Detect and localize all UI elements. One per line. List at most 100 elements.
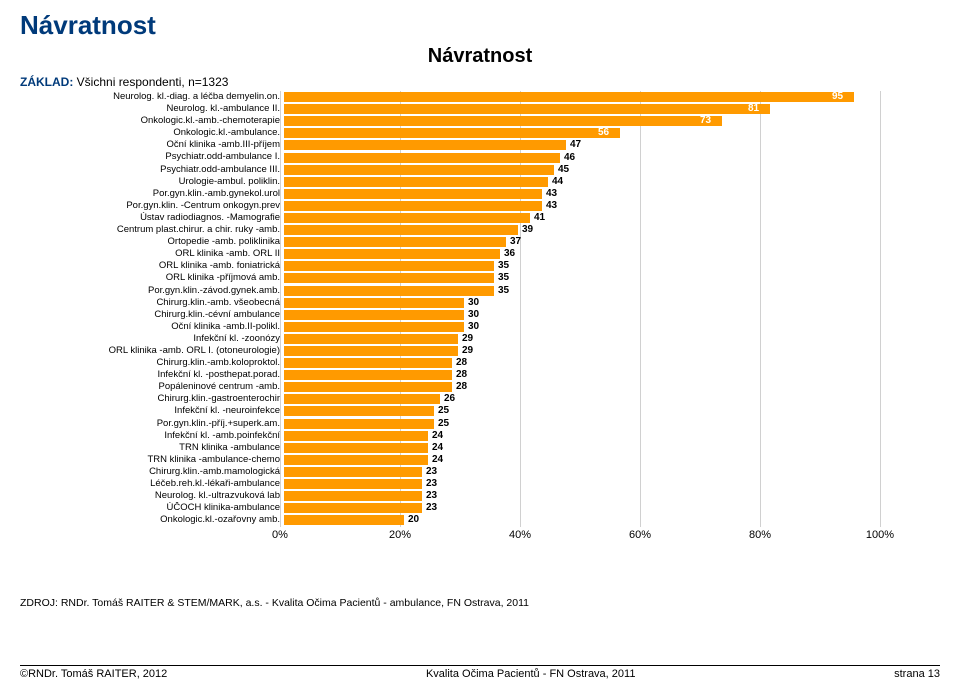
bar-value: 35 <box>498 272 509 284</box>
bar-value: 36 <box>504 248 515 260</box>
bar-value: 29 <box>462 345 473 357</box>
x-tick-label: 80% <box>749 529 771 541</box>
bar-label: Psychiatr.odd-ambulance III. <box>20 164 284 176</box>
bar-track: 23 <box>284 467 884 477</box>
bar-value: 23 <box>426 490 437 502</box>
bar-value: 46 <box>564 152 575 164</box>
bar-row: Onkologic.kl.-amb.-chemoterapie 73 <box>20 115 940 127</box>
bar-value: 23 <box>426 478 437 490</box>
plot: 0%20%40%60%80%100% Neurolog. kl.-diag. a… <box>20 91 940 571</box>
bar-row: Onkologic.kl.-ambulance.56 <box>20 127 940 139</box>
bar-row: Neurolog. kl.-ultrazvuková lab23 <box>20 490 940 502</box>
bar-track: 37 <box>284 237 884 247</box>
bar-row: Por.gyn.klin.-příj.+superk.am. 25 <box>20 418 940 430</box>
bar-track: 24 <box>284 455 884 465</box>
bar-label: Chirurg.klin.-amb.koloproktol. <box>20 357 284 369</box>
bar-value: 35 <box>498 260 509 272</box>
bar-track: 24 <box>284 431 884 441</box>
bar-label: Chirurg.klin.-gastroenterochir <box>20 393 284 405</box>
bar-label: ORL klinika -amb. ORL II <box>20 248 284 260</box>
bar-value: 81 <box>748 103 759 115</box>
bar-track: 20 <box>284 515 884 525</box>
bar-track: 29 <box>284 334 884 344</box>
bar-track: 30 <box>284 310 884 320</box>
bar <box>284 346 458 356</box>
chart-area: Návratnost ZÁKLAD: Všichni respondenti, … <box>20 45 940 595</box>
bar-track: 44 <box>284 177 884 187</box>
bar-value: 95 <box>832 91 843 103</box>
bar-row: Infekční kl. -neuroinfekce25 <box>20 405 940 417</box>
bar-row: Urologie-ambul. poliklin.44 <box>20 176 940 188</box>
bar-track: 23 <box>284 503 884 513</box>
bar-value: 25 <box>438 418 449 430</box>
bar-label: TRN klinika -ambulance-chemo <box>20 454 284 466</box>
bar-row: Popáleninové centrum -amb.28 <box>20 381 940 393</box>
bar-row: Por.gyn.klin. -Centrum onkogyn.prev43 <box>20 200 940 212</box>
bar-value: 28 <box>456 369 467 381</box>
bar-track: 35 <box>284 273 884 283</box>
bar-row: TRN klinika -ambulance-chemo24 <box>20 454 940 466</box>
bar-label: Oční klinika -amb.III-příjem <box>20 139 284 151</box>
footer-left: ©RNDr. Tomáš RAITER, 2012 <box>20 668 167 680</box>
bar <box>284 286 494 296</box>
bar <box>284 419 434 429</box>
bar-label: Léčeb.reh.kl.-lékaři-ambulance <box>20 478 284 490</box>
bar-value: 44 <box>552 176 563 188</box>
footer-center: Kvalita Očima Pacientů - FN Ostrava, 201… <box>426 668 636 680</box>
bar-label: Ortopedie -amb. poliklinika <box>20 236 284 248</box>
bar-label: Psychiatr.odd-ambulance I. <box>20 151 284 163</box>
bar-label: Oční klinika -amb.II-polikl. <box>20 321 284 333</box>
bar-label: Chirurg.klin.-amb.mamologická <box>20 466 284 478</box>
bar-label: Por.gyn.klin.-příj.+superk.am. <box>20 418 284 430</box>
bar-value: 30 <box>468 309 479 321</box>
bar <box>284 92 854 102</box>
bar <box>284 140 566 150</box>
bar-row: ÚČOCH klinika-ambulance23 <box>20 502 940 514</box>
bar-value: 26 <box>444 393 455 405</box>
source-line: ZDROJ: RNDr. Tomáš RAITER & STEM/MARK, a… <box>20 597 940 609</box>
bar-label: ORL klinika -příjmová amb. <box>20 272 284 284</box>
bar <box>284 116 722 126</box>
bar-label: Infekční kl. -posthepat.porad. <box>20 369 284 381</box>
bar-label: Infekční kl. -neuroinfekce <box>20 405 284 417</box>
bar-row: Chirurg.klin.-amb.mamologická23 <box>20 466 940 478</box>
footer: ©RNDr. Tomáš RAITER, 2012 Kvalita Očima … <box>20 665 940 680</box>
bar-value: 47 <box>570 139 581 151</box>
bar <box>284 298 464 308</box>
bar-row: Oční klinika -amb.II-polikl. 30 <box>20 321 940 333</box>
bar-value: 37 <box>510 236 521 248</box>
bar-row: Infekční kl. -posthepat.porad. 28 <box>20 369 940 381</box>
bar-label: TRN klinika -ambulance <box>20 442 284 454</box>
basis-text: Všichni respondenti, n=1323 <box>77 75 229 89</box>
bar-value: 35 <box>498 285 509 297</box>
bar-track: 24 <box>284 443 884 453</box>
bar-row: Infekční kl. -zoonózy29 <box>20 333 940 345</box>
bar-track: 46 <box>284 153 884 163</box>
bar-label: Onkologic.kl.-ozařovny amb. <box>20 514 284 526</box>
bar-label: Centrum plast.chirur. a chir. ruky -amb. <box>20 224 284 236</box>
x-tick-label: 0% <box>272 529 288 541</box>
basis-label: ZÁKLAD: <box>20 75 73 89</box>
bar-value: 73 <box>700 115 711 127</box>
bar-row: Ortopedie -amb. poliklinika 37 <box>20 236 940 248</box>
bar-value: 28 <box>456 381 467 393</box>
bar-track: 25 <box>284 419 884 429</box>
bar-value: 24 <box>432 430 443 442</box>
bar <box>284 491 422 501</box>
x-tick-label: 100% <box>866 529 894 541</box>
bar-value: 41 <box>534 212 545 224</box>
bar-row: Léčeb.reh.kl.-lékaři-ambulance 23 <box>20 478 940 490</box>
page: Návratnost Návratnost ZÁKLAD: Všichni re… <box>0 0 960 661</box>
bar <box>284 310 464 320</box>
bar-value: 43 <box>546 200 557 212</box>
bar-row: Por.gyn.klin.-amb.gynekol.urol43 <box>20 188 940 200</box>
bar-row: Neurolog. kl.-ambulance II. 81 <box>20 103 940 115</box>
bar-label: ORL klinika -amb. ORL I. (otoneurologie) <box>20 345 284 357</box>
bar <box>284 467 422 477</box>
bar-label: Neurolog. kl.-ambulance II. <box>20 103 284 115</box>
bar-label: Onkologic.kl.-amb.-chemoterapie <box>20 115 284 127</box>
bar-value: 30 <box>468 321 479 333</box>
bar <box>284 249 500 259</box>
bar-track: 28 <box>284 370 884 380</box>
bar-track: 39 <box>284 225 884 235</box>
